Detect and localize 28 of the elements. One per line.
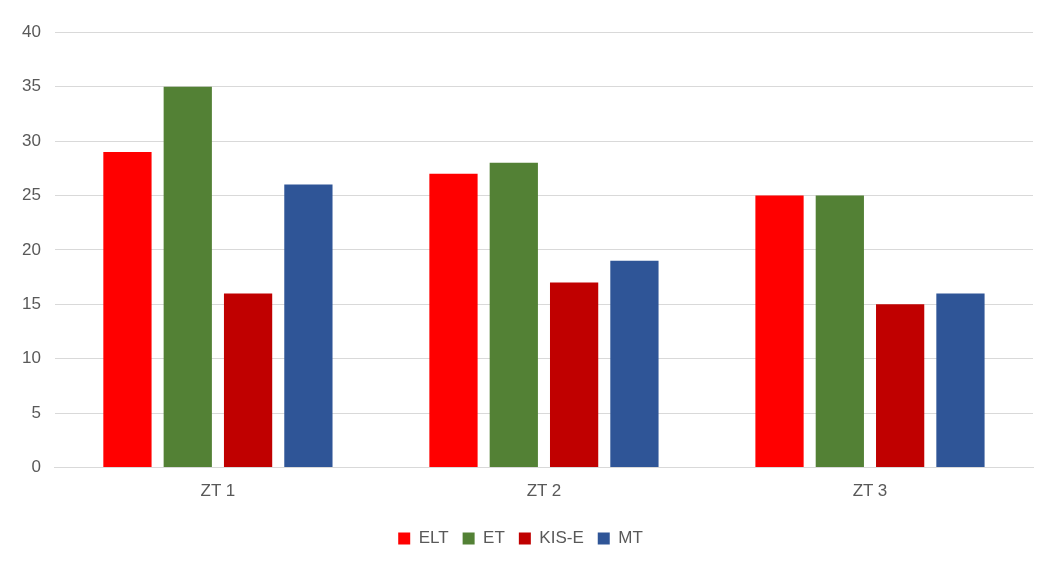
legend-label: ELT xyxy=(418,528,449,548)
legend-label: ET xyxy=(483,528,505,548)
bar xyxy=(549,282,599,468)
bar xyxy=(489,162,538,468)
bar xyxy=(284,184,333,468)
y-tick-label: 10 xyxy=(21,348,41,368)
y-tick-label: 35 xyxy=(21,76,41,96)
y-tick-label: 40 xyxy=(21,21,41,41)
bar xyxy=(429,173,478,468)
bar xyxy=(223,293,273,468)
y-tick-label: 25 xyxy=(21,185,41,205)
legend-label: KIS-E xyxy=(539,528,584,548)
x-tick-label: ZT 3 xyxy=(852,481,888,501)
y-tick-label: 5 xyxy=(31,402,41,422)
bar xyxy=(610,260,659,468)
x-tick-label: ZT 1 xyxy=(200,481,236,501)
y-tick-label: 15 xyxy=(21,294,41,314)
bar xyxy=(163,86,212,468)
y-tick-label: 0 xyxy=(31,457,41,477)
y-tick-label: 30 xyxy=(21,130,41,150)
y-tick-label: 20 xyxy=(21,239,41,259)
bar xyxy=(936,293,985,468)
bar xyxy=(815,195,864,468)
bar xyxy=(103,151,152,468)
bar xyxy=(876,304,925,468)
bar xyxy=(755,195,804,468)
legend-label: MT xyxy=(618,528,643,548)
x-tick-label: ZT 2 xyxy=(526,481,562,501)
